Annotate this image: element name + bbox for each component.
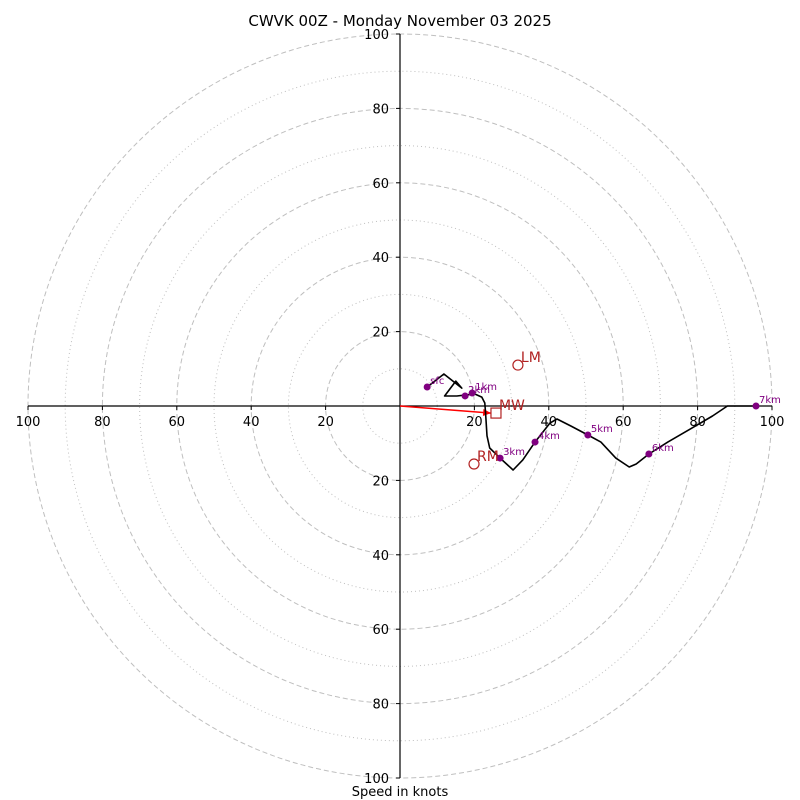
height-label-4km: 4km xyxy=(538,431,560,442)
tick-label-top-60: 60 xyxy=(372,177,389,192)
storm-motion-marker-RM xyxy=(468,458,480,470)
tick-label-bottom-40: 40 xyxy=(372,549,389,564)
tick-label-left-100: 100 xyxy=(16,415,41,430)
height-label-1km: 1km xyxy=(475,382,497,393)
height-point-7km xyxy=(752,402,760,410)
tick-label-top-20: 20 xyxy=(372,326,389,341)
tick-labels: 100 80 60 40 20 20 40 60 80 100 100 80 60 40 20 20 40 60 8… xyxy=(16,28,785,787)
storm-motion-marker-MW xyxy=(490,407,502,419)
height-point-4km xyxy=(531,438,539,446)
mean-wind-arrow-shaft xyxy=(399,405,492,414)
tick-label-right-60: 60 xyxy=(615,415,632,430)
height-point-2km xyxy=(461,392,469,400)
tick-label-right-40: 40 xyxy=(541,415,558,430)
height-point-sfc xyxy=(423,383,431,391)
tick-label-top-80: 80 xyxy=(372,102,389,117)
tick-label-left-80: 80 xyxy=(94,415,111,430)
storm-motion-label-RM: RM xyxy=(477,449,499,465)
storm-motion-label-MW: MW xyxy=(499,398,525,414)
tick-label-right-20: 20 xyxy=(466,415,483,430)
storm-motion-label-LM: LM xyxy=(521,350,541,366)
wind-trace-line xyxy=(426,373,756,471)
height-point-5km xyxy=(584,431,592,439)
tick-label-right-100: 100 xyxy=(760,415,785,430)
mean-wind-arrow-head xyxy=(482,408,492,416)
tick-label-left-60: 60 xyxy=(169,415,186,430)
height-label-sfc: sfc xyxy=(430,376,444,387)
tick-label-left-40: 40 xyxy=(243,415,260,430)
height-point-3km xyxy=(496,454,504,462)
height-label-5km: 5km xyxy=(591,424,613,435)
tick-label-right-80: 80 xyxy=(689,415,706,430)
tick-label-bottom-100: 100 xyxy=(364,772,389,787)
tick-label-top-100: 100 xyxy=(364,28,389,43)
height-point-6km xyxy=(645,450,653,458)
storm-motion-marker-LM xyxy=(512,359,524,371)
wind-trace xyxy=(426,373,756,471)
tick-label-left-20: 20 xyxy=(317,415,334,430)
height-label-3km: 3km xyxy=(503,447,525,458)
storm-motions: LM RM MW xyxy=(468,350,541,470)
height-label-2km: 2km xyxy=(468,385,490,396)
chart-title: CWVK 00Z - Monday November 03 2025 xyxy=(248,12,551,30)
tick-label-bottom-80: 80 xyxy=(372,698,389,713)
x-axis-label: Speed in knots xyxy=(352,785,449,800)
height-label-6km: 6km xyxy=(652,443,674,454)
height-point-1km xyxy=(468,389,476,397)
tick-label-bottom-60: 60 xyxy=(372,623,389,638)
height-label-7km: 7km xyxy=(759,395,781,406)
tick-label-bottom-20: 20 xyxy=(372,474,389,489)
tick-label-top-40: 40 xyxy=(372,251,389,266)
